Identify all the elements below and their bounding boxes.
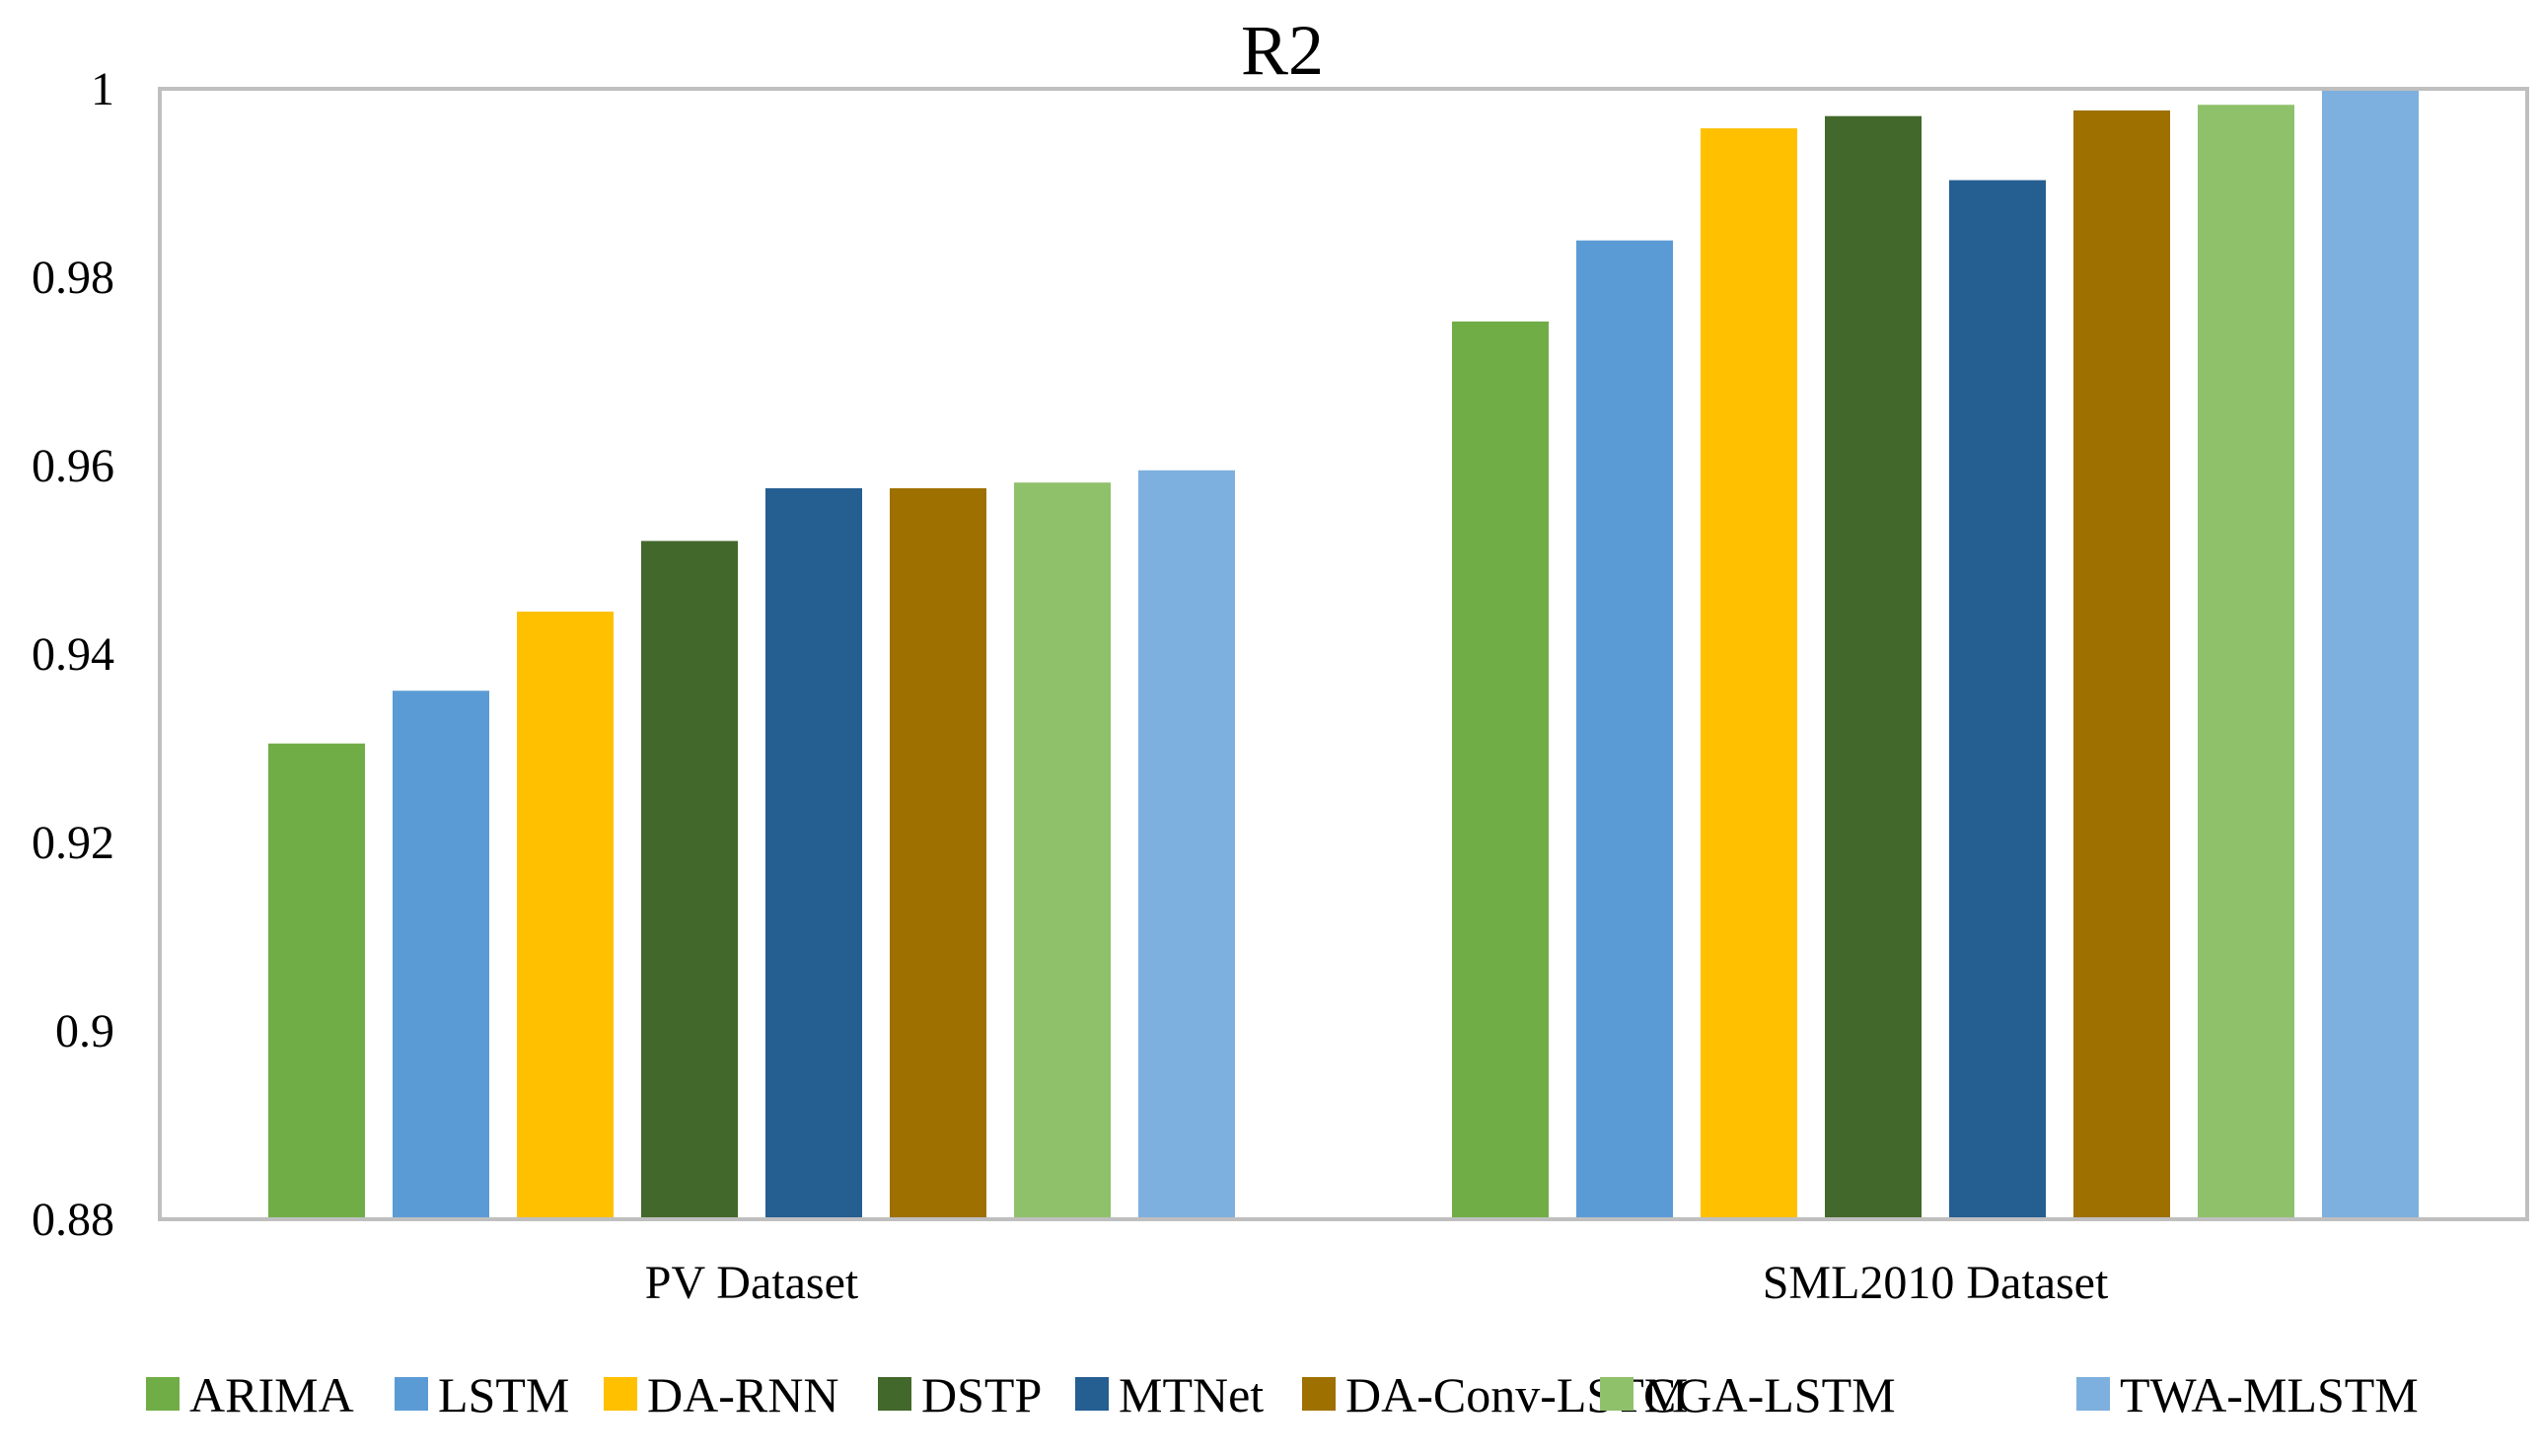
y-tick-label: 0.92 <box>32 817 114 869</box>
legend-swatch <box>1075 1377 1109 1411</box>
y-tick-label: 0.94 <box>32 628 114 681</box>
bar-lstm-1 <box>393 691 489 1219</box>
legend-label: CGA-LSTM <box>1643 1367 1896 1422</box>
legend-swatch <box>395 1377 428 1411</box>
x-category-label: SML2010 Dataset <box>1763 1257 2109 1309</box>
bar-mtnet-1 <box>765 487 862 1219</box>
x-category-label: PV Dataset <box>645 1257 859 1309</box>
plot-frame <box>158 87 2529 1221</box>
bar-twa-mlstm-1 <box>1138 470 1235 1219</box>
bar-lstm-2 <box>1576 240 1673 1219</box>
x-axis-categories: PV Dataset SML2010 Dataset <box>645 1257 2109 1309</box>
legend-swatch <box>604 1377 637 1411</box>
y-tick-label: 0.98 <box>32 252 114 304</box>
legend-label: DA-Conv-LSTM <box>1345 1367 1688 1422</box>
y-tick-label: 0.88 <box>32 1194 114 1246</box>
legend: ARIMA LSTM DA-RNN DSTP MTNet DA-Conv-LSTMCGA-… <box>146 1367 2419 1422</box>
legend-label: DA-RNN <box>647 1367 838 1422</box>
legend-swatch <box>878 1377 911 1411</box>
legend-label: TWA-MLSTM <box>2120 1367 2419 1422</box>
bars <box>268 89 2419 1220</box>
legend-label: MTNet <box>1119 1367 1264 1422</box>
legend-swatch <box>146 1377 180 1411</box>
legend-label: ARIMA <box>189 1367 354 1422</box>
bar-arima-1 <box>268 743 365 1219</box>
bar-da-rnn-1 <box>517 612 614 1219</box>
y-tick-label: 0.96 <box>32 440 114 492</box>
bar-cga-lstm-1 <box>1014 482 1111 1219</box>
legend-label: LSTM <box>438 1367 569 1422</box>
legend-swatch <box>1600 1377 1634 1411</box>
y-tick-label: 1 <box>91 63 114 115</box>
plot-border <box>158 87 2529 1221</box>
bar-da-conv-lstm-1 <box>890 487 986 1219</box>
bar-twa-mlstm-2 <box>2322 89 2419 1220</box>
bar-da-conv-lstm-2 <box>2073 109 2170 1220</box>
y-axis-ticks: 0.88 0.9 0.92 0.94 0.96 0.98 1 <box>32 63 114 1246</box>
y-tick-label: 0.9 <box>55 1005 114 1057</box>
bar-dstp-1 <box>641 541 738 1219</box>
bar-cga-lstm-2 <box>2198 105 2294 1220</box>
chart-title: R2 <box>1241 11 1324 90</box>
legend-swatch <box>2076 1377 2110 1411</box>
bar-da-rnn-2 <box>1701 128 1797 1220</box>
bar-mtnet-2 <box>1949 180 2046 1219</box>
bar-arima-2 <box>1452 321 1549 1219</box>
legend-swatch <box>1302 1377 1336 1411</box>
bar-dstp-2 <box>1825 115 1922 1220</box>
legend-label: DSTP <box>921 1367 1042 1422</box>
